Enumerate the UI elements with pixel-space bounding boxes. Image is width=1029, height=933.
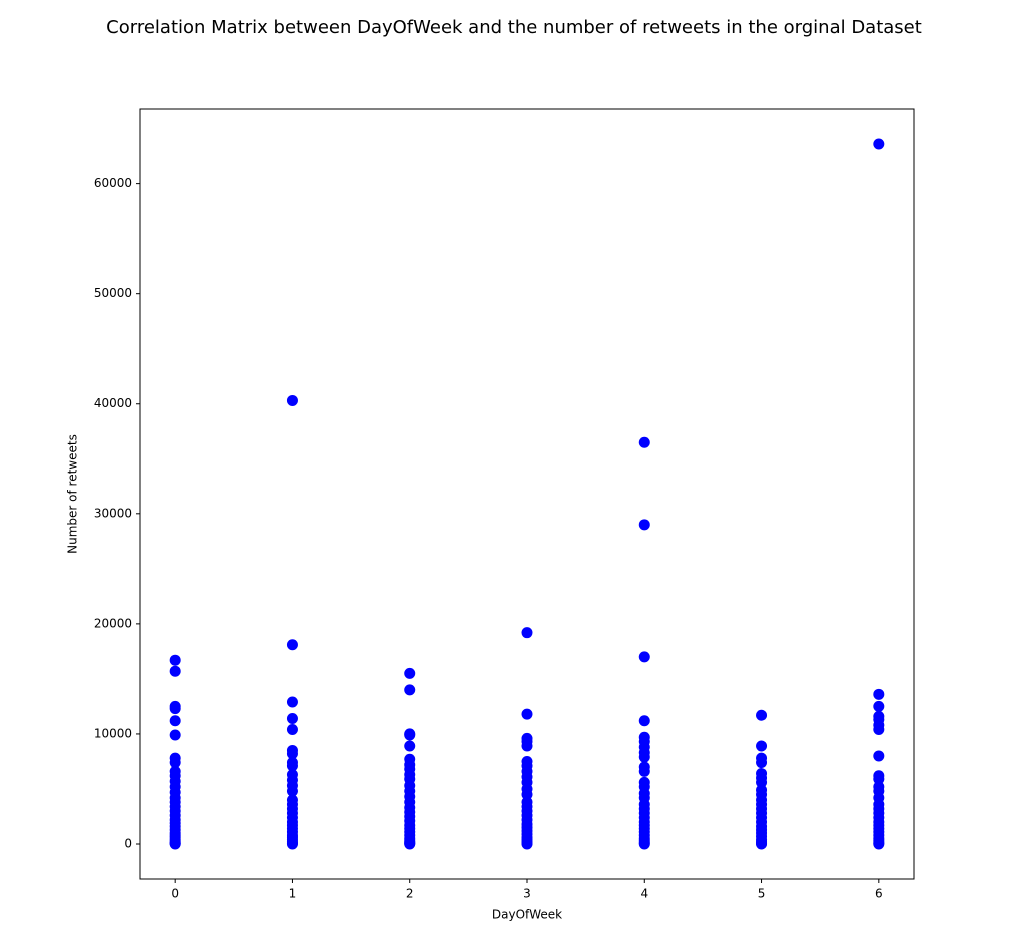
point [286, 713, 298, 725]
point [286, 724, 298, 736]
point [404, 740, 416, 752]
point [873, 138, 885, 150]
point [521, 740, 533, 752]
point [638, 519, 650, 531]
point [169, 665, 181, 677]
point [169, 838, 181, 850]
y-tick-label: 40000 [94, 396, 132, 410]
point [873, 773, 885, 785]
point [756, 776, 768, 788]
point [404, 667, 416, 679]
x-axis-label: DayOfWeek [492, 908, 562, 922]
chart-title: Correlation Matrix between DayOfWeek and… [106, 17, 922, 38]
point [169, 729, 181, 741]
point [521, 708, 533, 720]
y-tick-label: 30000 [94, 506, 132, 520]
x-tick-label: 4 [640, 887, 648, 901]
point [873, 838, 885, 850]
point [286, 785, 298, 797]
point [521, 788, 533, 800]
x-tick-label: 5 [758, 887, 766, 901]
y-tick-label: 0 [124, 837, 132, 851]
y-axis-label: Number of retweets [66, 434, 80, 554]
point [286, 639, 298, 651]
x-tick-label: 1 [289, 887, 297, 901]
point [169, 703, 181, 715]
point [873, 750, 885, 762]
point [638, 436, 650, 448]
point [873, 724, 885, 736]
point [169, 715, 181, 727]
point [521, 838, 533, 850]
point [404, 729, 416, 741]
point [286, 696, 298, 708]
point [873, 688, 885, 700]
point [404, 684, 416, 696]
x-tick-label: 0 [171, 887, 179, 901]
point [756, 757, 768, 769]
point [404, 838, 416, 850]
point [638, 715, 650, 727]
point [286, 838, 298, 850]
y-tick-label: 60000 [94, 176, 132, 190]
point [638, 765, 650, 777]
point [756, 709, 768, 721]
point [756, 740, 768, 752]
point [873, 700, 885, 712]
y-tick-label: 10000 [94, 726, 132, 740]
y-tick-label: 50000 [94, 286, 132, 300]
point [286, 394, 298, 406]
x-tick-label: 6 [875, 887, 883, 901]
point [286, 760, 298, 772]
point [169, 757, 181, 769]
point [521, 627, 533, 639]
point [756, 838, 768, 850]
y-tick-label: 20000 [94, 616, 132, 630]
point [286, 748, 298, 760]
point [638, 838, 650, 850]
x-tick-label: 3 [523, 887, 531, 901]
point [638, 651, 650, 663]
point [169, 654, 181, 666]
x-tick-label: 2 [406, 887, 414, 901]
point [638, 751, 650, 763]
